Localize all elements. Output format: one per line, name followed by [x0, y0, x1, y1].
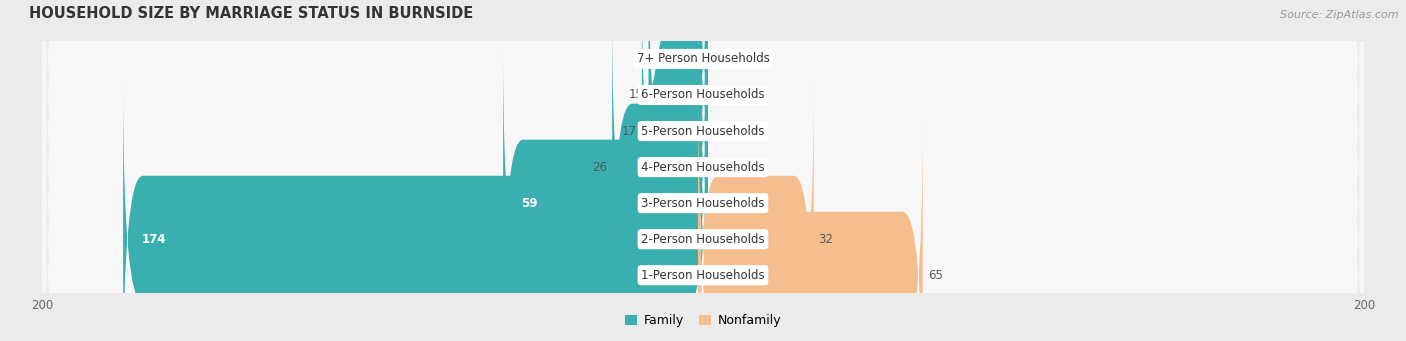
Text: 26: 26: [592, 161, 607, 174]
FancyBboxPatch shape: [503, 50, 709, 341]
FancyBboxPatch shape: [682, 0, 709, 212]
FancyBboxPatch shape: [643, 0, 709, 284]
FancyBboxPatch shape: [39, 0, 1367, 341]
Text: 6-Person Households: 6-Person Households: [641, 89, 765, 102]
FancyBboxPatch shape: [39, 2, 1367, 341]
FancyBboxPatch shape: [39, 0, 1367, 341]
FancyBboxPatch shape: [124, 86, 709, 341]
Text: 0: 0: [713, 89, 720, 102]
Text: 4-Person Households: 4-Person Households: [641, 161, 765, 174]
FancyBboxPatch shape: [39, 0, 1367, 341]
Text: HOUSEHOLD SIZE BY MARRIAGE STATUS IN BURNSIDE: HOUSEHOLD SIZE BY MARRIAGE STATUS IN BUR…: [30, 6, 474, 21]
Text: 3-Person Households: 3-Person Households: [641, 197, 765, 210]
FancyBboxPatch shape: [697, 122, 922, 341]
Text: 17: 17: [621, 124, 637, 137]
Text: 15: 15: [628, 89, 644, 102]
FancyBboxPatch shape: [648, 0, 709, 248]
Text: 2-Person Households: 2-Person Households: [641, 233, 765, 246]
Text: 0: 0: [713, 197, 720, 210]
Text: 59: 59: [522, 197, 537, 210]
FancyBboxPatch shape: [697, 86, 814, 341]
Legend: Family, Nonfamily: Family, Nonfamily: [620, 309, 786, 332]
FancyBboxPatch shape: [612, 14, 709, 320]
Text: 65: 65: [928, 269, 942, 282]
Text: 5-Person Households: 5-Person Households: [641, 124, 765, 137]
Text: 32: 32: [818, 233, 834, 246]
Text: 5: 5: [669, 53, 676, 65]
Text: 0: 0: [713, 53, 720, 65]
Text: 174: 174: [141, 233, 166, 246]
FancyBboxPatch shape: [39, 0, 1367, 341]
Text: 7+ Person Households: 7+ Person Households: [637, 53, 769, 65]
Text: Source: ZipAtlas.com: Source: ZipAtlas.com: [1281, 10, 1399, 20]
FancyBboxPatch shape: [39, 0, 1367, 332]
Text: 0: 0: [713, 161, 720, 174]
FancyBboxPatch shape: [39, 0, 1367, 341]
Text: 0: 0: [713, 124, 720, 137]
Text: 1-Person Households: 1-Person Households: [641, 269, 765, 282]
